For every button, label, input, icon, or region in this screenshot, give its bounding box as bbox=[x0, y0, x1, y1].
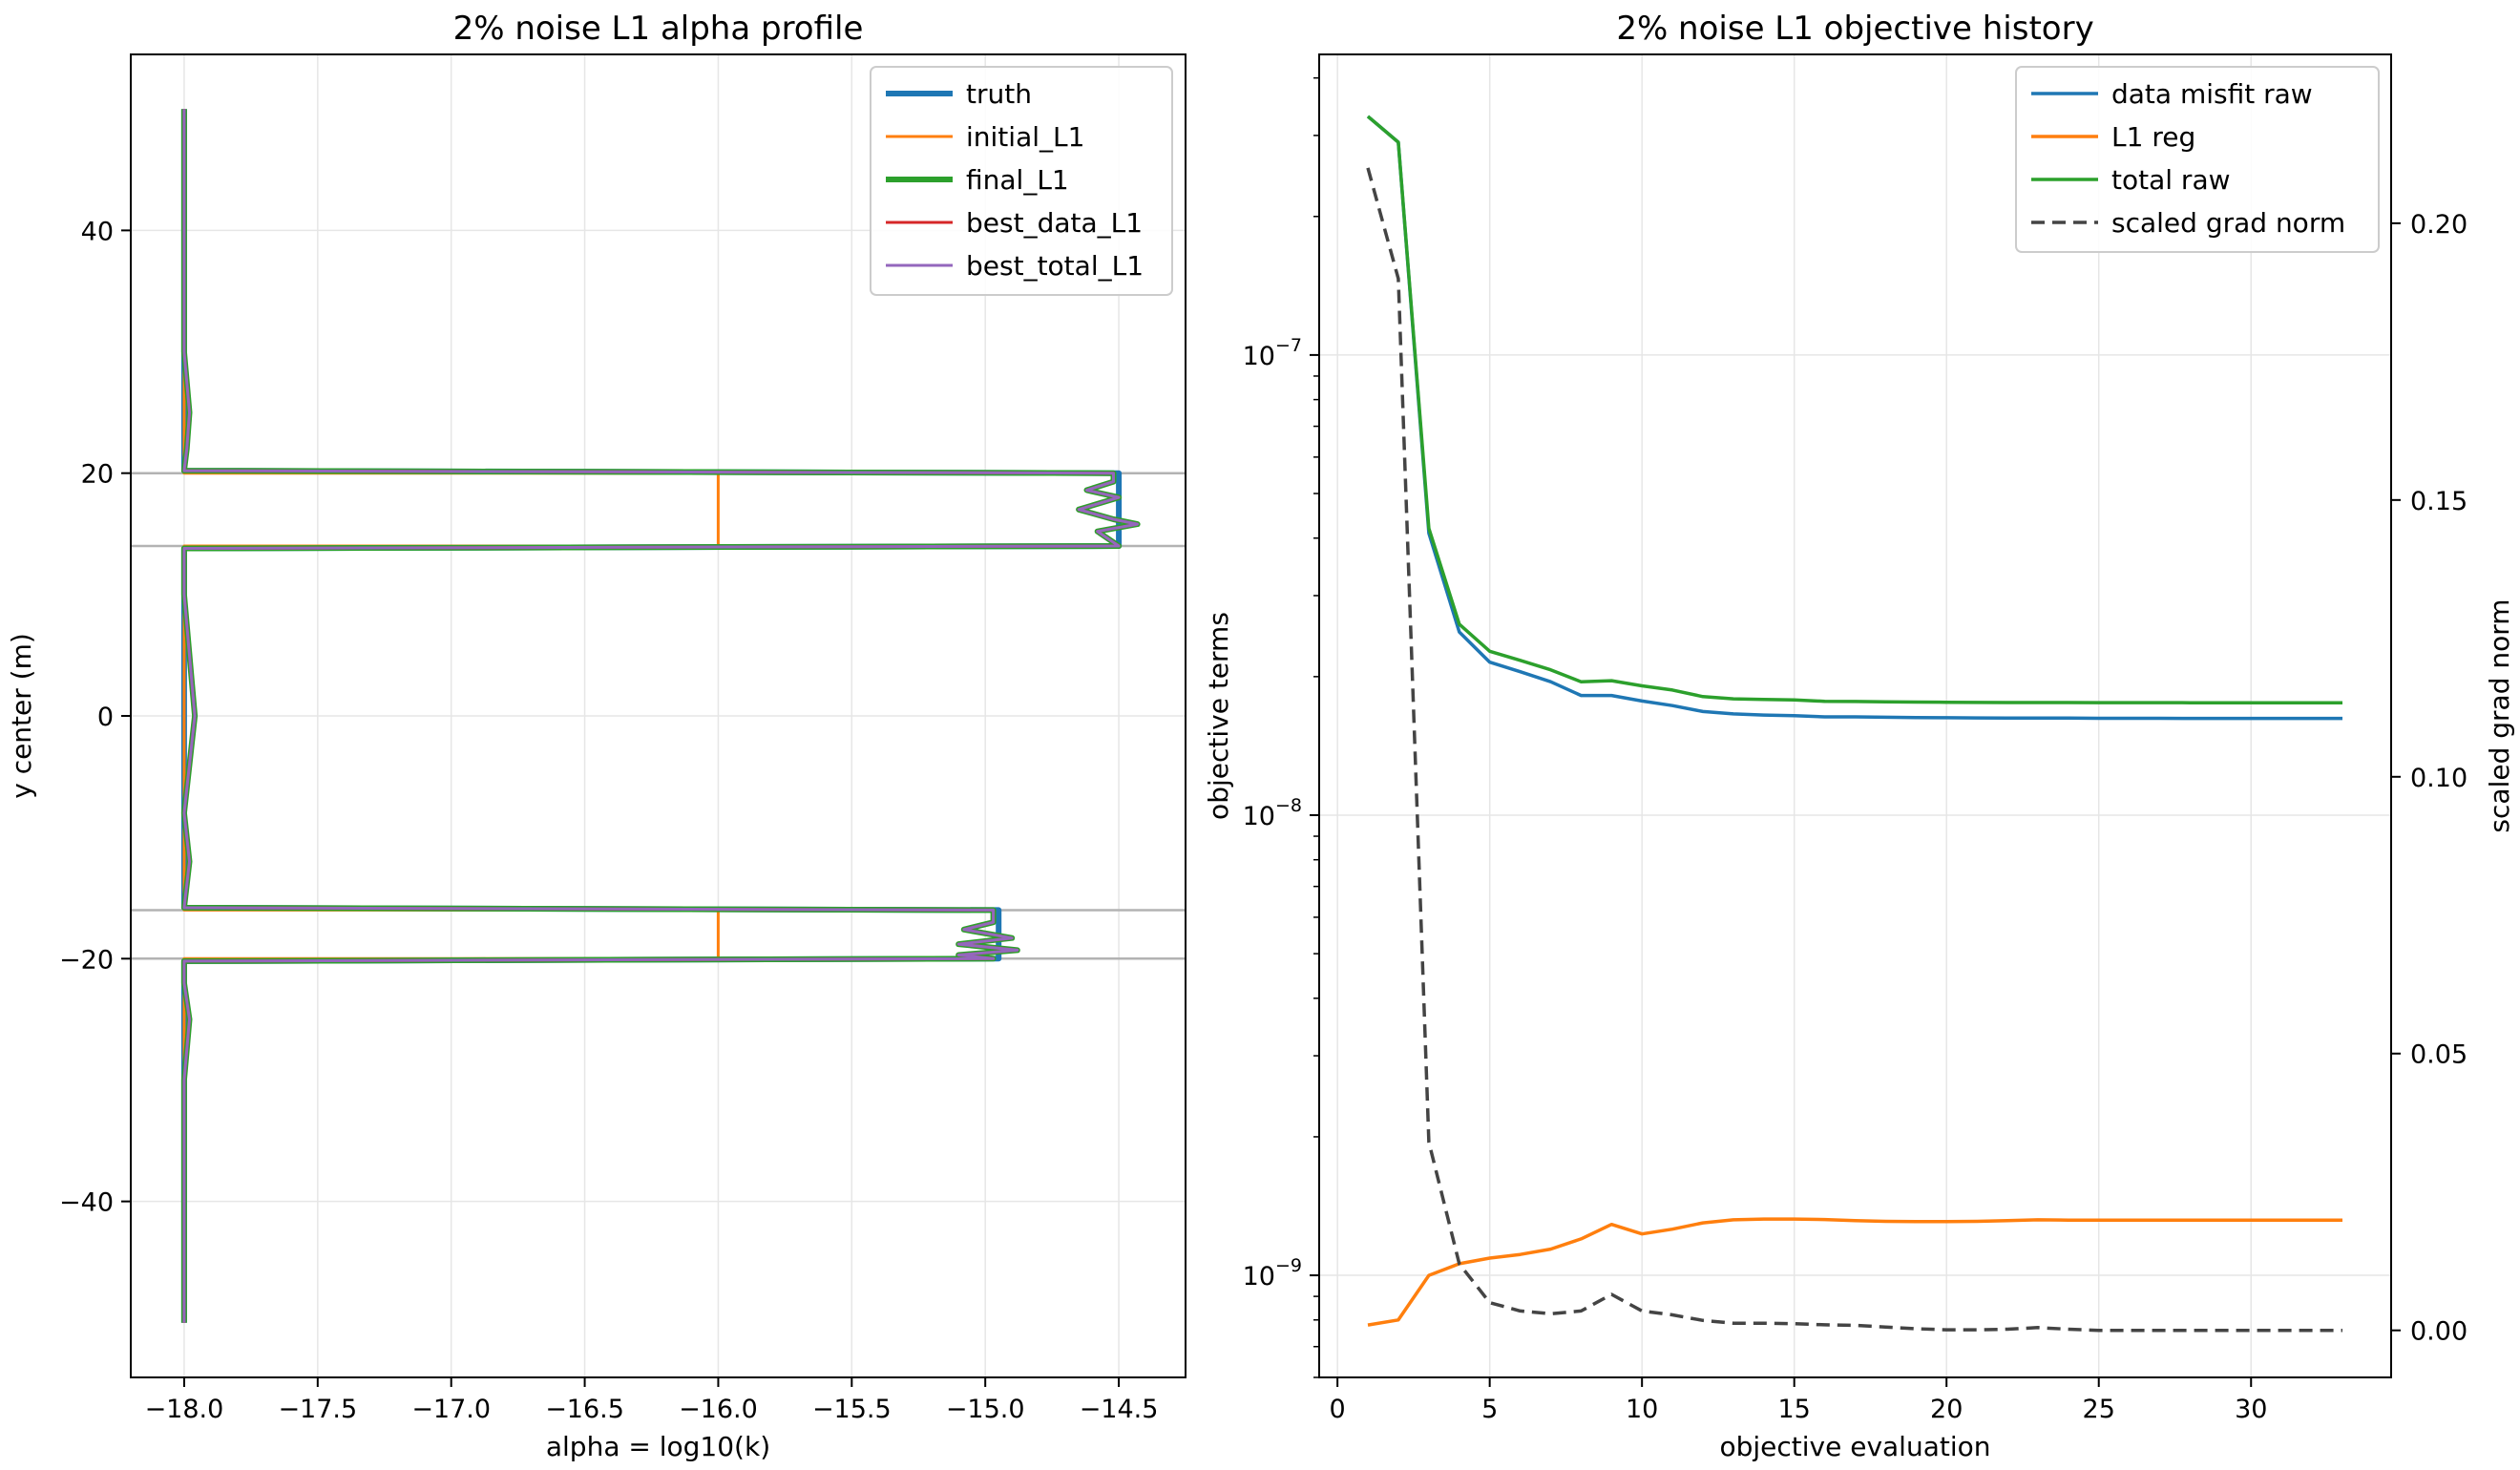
right-y-tick-label: 10−9 bbox=[1243, 1255, 1302, 1292]
right-x-ticks: 0 5 10 15 20 25 30 bbox=[1330, 1377, 2267, 1424]
right-x-tick-label: 25 bbox=[2083, 1395, 2115, 1424]
left-legend-label-best-total-l1: best_total_L1 bbox=[966, 250, 1144, 282]
right-plot-frame bbox=[1318, 53, 2392, 1378]
right-series-lines bbox=[1366, 115, 2342, 1333]
right-series-l1-reg bbox=[1367, 1217, 2342, 1327]
left-y-tick-label: −40 bbox=[59, 1188, 114, 1218]
left-legend-label-truth: truth bbox=[966, 78, 1032, 110]
left-x-tick-label: −17.0 bbox=[411, 1395, 491, 1424]
right-legend-label-l1-reg: L1 reg bbox=[2111, 121, 2195, 153]
left-y-axis-label: y center (m) bbox=[6, 633, 37, 799]
right-legend-label-total-raw: total raw bbox=[2111, 164, 2231, 196]
right-y2-tick-label: 0.15 bbox=[2410, 487, 2468, 516]
right-y-tick-label: 10−7 bbox=[1243, 335, 1302, 371]
left-x-tick-label: −17.5 bbox=[278, 1395, 357, 1424]
right-x-tick-label: 5 bbox=[1481, 1395, 1498, 1424]
right-legend-label-data-misfit-raw: data misfit raw bbox=[2111, 78, 2313, 110]
right-y-axis-label: objective terms bbox=[1203, 612, 1234, 820]
left-x-tick-label: −16.0 bbox=[679, 1395, 758, 1424]
right-legend-label-scaled-grad-norm: scaled grad norm bbox=[2111, 207, 2345, 239]
right-chart-title: 2% noise L1 objective history bbox=[1616, 10, 2093, 48]
left-x-tick-label: −14.5 bbox=[1080, 1395, 1159, 1424]
left-legend: truth initial_L1 final_L1 best_data_L1 best_… bbox=[870, 66, 1173, 296]
right-y2-tick-label: 0.00 bbox=[2410, 1317, 2468, 1347]
left-y-ticks: −40 −20 0 20 40 bbox=[59, 217, 131, 1218]
right-x-tick-label: 0 bbox=[1330, 1395, 1346, 1424]
right-y2-tick-label: 0.05 bbox=[2410, 1040, 2468, 1070]
left-x-tick-label: −15.5 bbox=[812, 1395, 892, 1424]
right-y2-tick-label: 0.20 bbox=[2410, 210, 2468, 240]
left-chart-title: 2% noise L1 alpha profile bbox=[453, 10, 864, 48]
right-x-tick-label: 15 bbox=[1778, 1395, 1811, 1424]
right-grid bbox=[1319, 54, 2391, 1377]
right-series-scaled-grad-norm bbox=[1366, 167, 2342, 1333]
right-series-data-misfit-raw bbox=[1366, 115, 2342, 721]
right-x-tick-label: 10 bbox=[1626, 1395, 1658, 1424]
left-legend-label-final-l1: final_L1 bbox=[966, 164, 1069, 196]
left-legend-box bbox=[870, 66, 1173, 296]
left-x-ticks: −18.0 −17.5 −17.0 −16.5 −16.0 −15.5 −15.0 −14.5 bbox=[145, 1377, 1159, 1424]
left-y-tick-label: 20 bbox=[81, 460, 114, 490]
left-series-best-total-l1 bbox=[182, 109, 1140, 1323]
left-x-tick-label: −16.5 bbox=[545, 1395, 624, 1424]
right-legend: data misfit raw L1 reg total raw scaled gra… bbox=[2015, 66, 2380, 253]
right-x-tick-label: 30 bbox=[2235, 1395, 2267, 1424]
alpha-profile-panel: −18.0 −17.5 −17.0 −16.5 −16.0 −15.5 −15.0 −14.5… bbox=[6, 10, 1186, 1462]
left-legend-label-initial-l1: initial_L1 bbox=[966, 121, 1084, 153]
left-y-tick-label: 40 bbox=[81, 217, 114, 246]
objective-history-panel: 0 5 10 15 20 25 30 10−910−810−7 0.000.050.100.… bbox=[1203, 10, 2515, 1462]
right-y2-ticks: 0.00 0.05 0.10 0.15 0.20 bbox=[2391, 210, 2468, 1347]
right-y2-axis-label: scaled grad norm bbox=[2484, 598, 2515, 832]
right-x-tick-label: 20 bbox=[1930, 1395, 1963, 1424]
right-series-total-raw bbox=[1366, 115, 2342, 704]
right-legend-box bbox=[2015, 66, 2380, 253]
right-y-ticks: 10−9 10−8 10−7 bbox=[1243, 76, 1319, 1378]
left-y-tick-label: −20 bbox=[59, 945, 114, 975]
left-y-tick-label: 0 bbox=[97, 703, 114, 732]
right-x-axis-label: objective evaluation bbox=[1719, 1431, 1990, 1462]
left-legend-label-best-data-l1: best_data_L1 bbox=[966, 207, 1143, 239]
left-x-tick-label: −15.0 bbox=[946, 1395, 1025, 1424]
left-x-axis-label: alpha = log10(k) bbox=[546, 1431, 770, 1462]
left-series-lines bbox=[180, 109, 1141, 1323]
right-y-tick-label: 10−8 bbox=[1243, 795, 1302, 831]
right-y2-tick-label: 0.10 bbox=[2410, 764, 2468, 793]
left-x-tick-label: −18.0 bbox=[145, 1395, 224, 1424]
